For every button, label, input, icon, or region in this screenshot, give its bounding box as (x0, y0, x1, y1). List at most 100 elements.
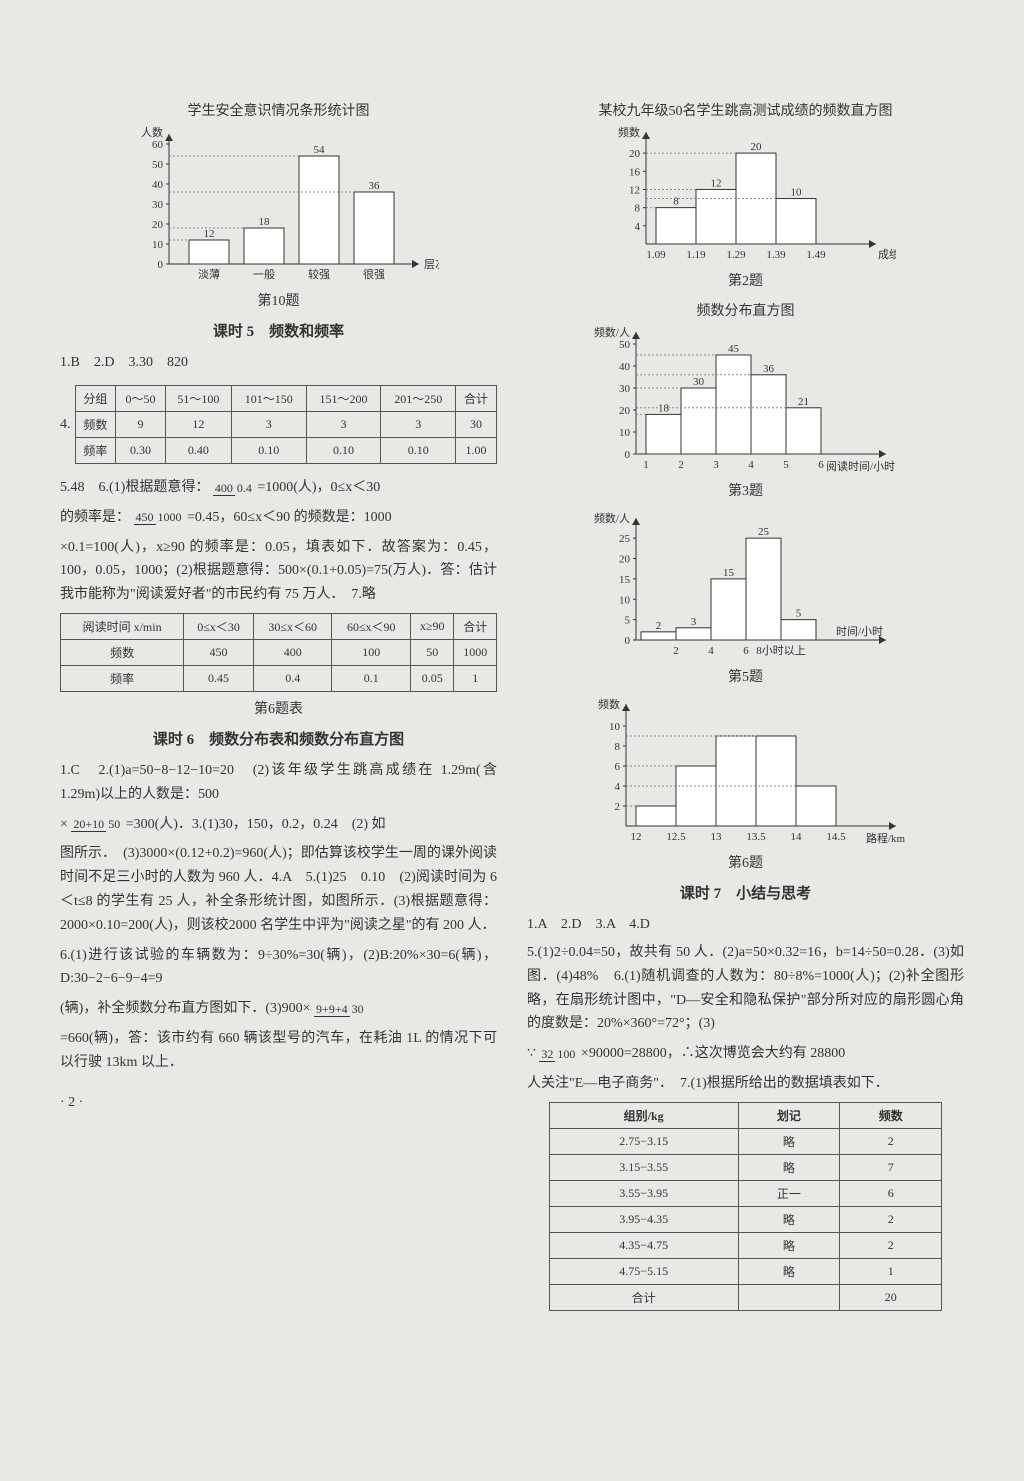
svg-text:0: 0 (624, 449, 630, 461)
svg-text:54: 54 (313, 144, 325, 156)
svg-text:36: 36 (763, 363, 775, 375)
text-6e: 6.(1)进行该试验的车辆数为：9÷30%=30(辆)，(2)B:20%×30=… (60, 944, 497, 992)
svg-text:18: 18 (258, 216, 270, 228)
answers-5: 1.B 2.D 3.30 820 (60, 351, 497, 371)
svg-text:0: 0 (624, 635, 630, 647)
svg-text:3: 3 (690, 616, 696, 628)
svg-text:20: 20 (152, 219, 164, 231)
svg-text:5: 5 (624, 615, 630, 627)
svg-text:50: 50 (152, 159, 164, 171)
svg-text:20: 20 (619, 405, 631, 417)
svg-text:1.19: 1.19 (686, 249, 706, 261)
svg-text:路程/km: 路程/km (866, 832, 906, 845)
svg-text:6: 6 (743, 645, 749, 657)
text-6b: × 20+1050 =300(人)．3.(1)30，150，0.2，0.24 (… (60, 813, 497, 837)
answers-7: 1.A 2.D 3.A 4.D (527, 913, 964, 933)
svg-text:20: 20 (750, 141, 762, 153)
text-5e: ×0.1=100(人)，x≥90 的频率是：0.05，填表如下．故答案为：0.4… (60, 536, 497, 607)
svg-text:2: 2 (614, 801, 620, 813)
section7-title: 课时 7 小结与思考 (527, 882, 964, 903)
svg-text:25: 25 (619, 533, 631, 545)
svg-text:4: 4 (748, 459, 754, 471)
table-6: 阅读时间 x/min0≤x＜3030≤x＜6060≤x＜90x≥90合计 频数4… (60, 613, 497, 692)
svg-text:1.09: 1.09 (646, 249, 666, 261)
svg-text:10: 10 (619, 594, 631, 606)
svg-text:很强: 很强 (363, 267, 385, 281)
svg-text:8: 8 (673, 196, 679, 208)
chart10-title: 学生安全意识情况条形统计图 (60, 100, 497, 120)
svg-text:10: 10 (790, 187, 802, 199)
left-column: 学生安全意识情况条形统计图 人数 层次 0102030405060 12淡薄18… (60, 100, 497, 1451)
page-number: · 2 · (60, 1095, 497, 1111)
svg-text:12: 12 (629, 184, 640, 196)
text-5: 5.48 6.(1)根据题意得： 4000.4 =1000(人)，0≤x＜30 (60, 476, 497, 500)
svg-text:频数/人: 频数/人 (593, 511, 629, 525)
svg-text:1.29: 1.29 (726, 249, 746, 261)
svg-text:较强: 较强 (308, 267, 330, 281)
chart2: 频数 成绩/m 48121620 8122010 1.091.191.291.3… (596, 124, 896, 264)
svg-text:1.49: 1.49 (806, 249, 826, 261)
svg-text:13.5: 13.5 (746, 831, 766, 843)
svg-text:12: 12 (203, 228, 214, 240)
text-7d: 人关注"E—电子商务"． 7.(1)根据所给出的数据填表如下． (527, 1072, 964, 1096)
svg-text:4: 4 (614, 781, 620, 793)
svg-text:淡薄: 淡薄 (198, 267, 220, 281)
chart6: 频数 路程/km 246810 1212.51313.51414.5 (576, 696, 916, 846)
svg-text:40: 40 (619, 361, 631, 373)
table-7: 组别/kg划记频数 2.75−3.15略23.15−3.55略73.55−3.9… (549, 1102, 942, 1311)
svg-text:18: 18 (658, 402, 670, 414)
svg-text:13: 13 (710, 831, 722, 843)
svg-text:1.39: 1.39 (766, 249, 786, 261)
text-6g: =660(辆)，答：该市约有 660 辆该型号的汽车，在耗油 1L 的情况下可以… (60, 1027, 497, 1075)
text-6d: 图所示． (3)3000×(0.12+0.2)=960(人)；即估算该校学生一周… (60, 842, 497, 937)
svg-text:1: 1 (643, 459, 649, 471)
chart3-title: 频数分布直方图 (527, 300, 964, 320)
svg-text:15: 15 (723, 567, 735, 579)
svg-text:人数: 人数 (141, 126, 163, 139)
svg-text:30: 30 (693, 376, 705, 388)
svg-text:20: 20 (629, 148, 641, 160)
svg-text:10: 10 (152, 239, 164, 251)
svg-text:45: 45 (728, 343, 740, 355)
svg-text:36: 36 (368, 180, 380, 192)
svg-text:50: 50 (619, 339, 631, 351)
svg-text:8: 8 (634, 203, 640, 215)
svg-text:5: 5 (783, 459, 789, 471)
svg-text:2: 2 (655, 620, 661, 632)
svg-text:16: 16 (629, 166, 641, 178)
svg-text:12: 12 (710, 177, 721, 189)
svg-text:0: 0 (157, 259, 163, 271)
chart10: 人数 层次 0102030405060 12淡薄18一般54较强36很强 (119, 124, 439, 284)
chart2-title: 某校九年级50名学生跳高测试成绩的频数直方图 (527, 100, 964, 120)
svg-text:成绩/m: 成绩/m (878, 248, 896, 261)
svg-text:21: 21 (798, 396, 809, 408)
svg-text:8小时以上: 8小时以上 (756, 644, 806, 657)
chart5-caption: 第5题 (527, 666, 964, 686)
svg-text:3: 3 (713, 459, 719, 471)
svg-text:20: 20 (619, 554, 631, 566)
right-column: 某校九年级50名学生跳高测试成绩的频数直方图 频数 成绩/m 48121620 … (527, 100, 964, 1451)
svg-text:频数: 频数 (598, 697, 620, 711)
text-6f: (辆)，补全频数分布直方图如下．(3)900× 9+9+430 (60, 997, 497, 1021)
chart6-caption: 第6题 (527, 852, 964, 872)
chart2-caption: 第2题 (527, 270, 964, 290)
svg-text:层次: 层次 (424, 257, 439, 271)
svg-text:14: 14 (790, 831, 802, 843)
svg-text:30: 30 (619, 383, 631, 395)
svg-text:5: 5 (795, 608, 801, 620)
svg-text:8: 8 (614, 741, 620, 753)
section6-title: 课时 6 频数分布表和频数分布直方图 (60, 728, 497, 749)
svg-text:阅读时间/小时: 阅读时间/小时 (826, 459, 895, 473)
svg-text:6: 6 (614, 761, 620, 773)
svg-text:4: 4 (634, 221, 640, 233)
svg-text:2: 2 (673, 645, 679, 657)
chart5: 频数/人 时间/小时 0510152025 2315255 2468小时以上 (586, 510, 906, 660)
table-4: 分组0～5051～100101～150151～200201～250合计 频数91… (75, 385, 498, 464)
svg-text:10: 10 (619, 427, 631, 439)
chart3-caption: 第3题 (527, 480, 964, 500)
chart10-caption: 第10题 (60, 290, 497, 310)
q4-prefix: 4. (60, 417, 71, 433)
svg-text:25: 25 (758, 526, 770, 538)
svg-text:6: 6 (818, 459, 824, 471)
svg-text:60: 60 (152, 139, 164, 151)
